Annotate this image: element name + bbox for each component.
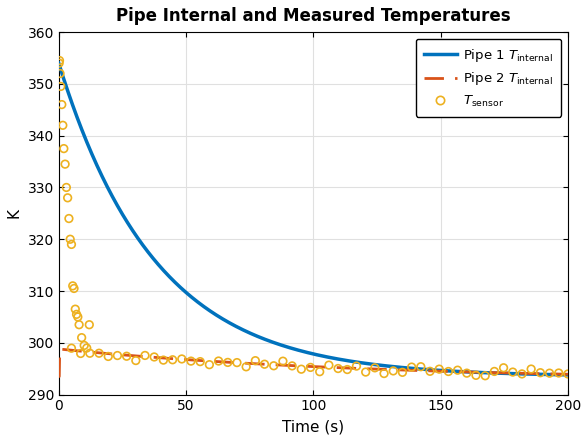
Point: [67, 241, 76, 248]
Point: [82, 344, 92, 351]
Point: [61, 161, 70, 168]
Point: [55, 60, 64, 67]
Point: [177, 355, 186, 363]
Point: [453, 366, 462, 374]
Point: [186, 358, 196, 365]
Point: [71, 306, 80, 313]
Point: [315, 368, 325, 375]
Point: [389, 367, 398, 374]
Point: [75, 321, 84, 328]
Point: [333, 365, 343, 372]
Point: [58, 122, 68, 129]
Point: [85, 350, 95, 357]
Point: [435, 366, 444, 373]
Point: [425, 368, 435, 375]
Title: Pipe Internal and Measured Temperatures: Pipe Internal and Measured Temperatures: [116, 7, 510, 25]
Point: [472, 372, 481, 379]
Point: [131, 357, 141, 364]
Y-axis label: K: K: [7, 208, 22, 218]
Point: [79, 342, 89, 349]
Point: [269, 362, 279, 369]
Point: [306, 364, 315, 371]
Point: [64, 215, 74, 222]
Point: [462, 370, 472, 377]
Point: [103, 353, 113, 360]
Point: [73, 314, 82, 321]
Point: [72, 311, 81, 318]
Point: [250, 357, 260, 364]
X-axis label: Time (s): Time (s): [282, 419, 345, 434]
Point: [526, 366, 536, 373]
Point: [76, 350, 85, 357]
Point: [122, 353, 131, 360]
Point: [63, 194, 72, 202]
Point: [214, 358, 223, 365]
Point: [536, 369, 545, 376]
Point: [352, 363, 361, 370]
Point: [56, 83, 65, 90]
Point: [223, 359, 232, 366]
Point: [168, 356, 178, 363]
Point: [508, 369, 517, 376]
Point: [379, 370, 389, 377]
Point: [260, 361, 269, 368]
Point: [232, 359, 242, 366]
Point: [296, 366, 306, 373]
Point: [159, 357, 168, 364]
Point: [288, 363, 297, 370]
Point: [69, 285, 79, 292]
Point: [68, 282, 78, 289]
Point: [361, 369, 370, 376]
Point: [57, 101, 66, 108]
Point: [94, 350, 103, 357]
Point: [85, 321, 94, 328]
Point: [490, 368, 499, 375]
Point: [65, 236, 75, 243]
Point: [195, 358, 205, 365]
Point: [517, 370, 527, 377]
Point: [407, 363, 416, 370]
Point: [141, 352, 150, 359]
Point: [62, 184, 71, 191]
Point: [397, 369, 407, 376]
Legend: Pipe 1 $T_\mathregular{internal}$, Pipe 2 $T_\mathregular{internal}$, $T_\mathre: Pipe 1 $T_\mathregular{internal}$, Pipe …: [416, 39, 562, 117]
Point: [242, 363, 251, 370]
Point: [499, 364, 508, 371]
Point: [343, 366, 352, 373]
Point: [55, 57, 64, 64]
Point: [545, 370, 554, 377]
Point: [59, 145, 69, 152]
Point: [205, 361, 214, 368]
Point: [416, 363, 426, 370]
Point: [480, 372, 490, 379]
Point: [55, 70, 65, 77]
Point: [113, 352, 122, 359]
Point: [324, 362, 333, 369]
Point: [77, 334, 86, 341]
Point: [370, 364, 380, 371]
Point: [444, 368, 453, 375]
Point: [278, 358, 288, 365]
Point: [149, 353, 159, 360]
Point: [67, 345, 76, 352]
Point: [554, 370, 563, 377]
Point: [563, 370, 573, 377]
